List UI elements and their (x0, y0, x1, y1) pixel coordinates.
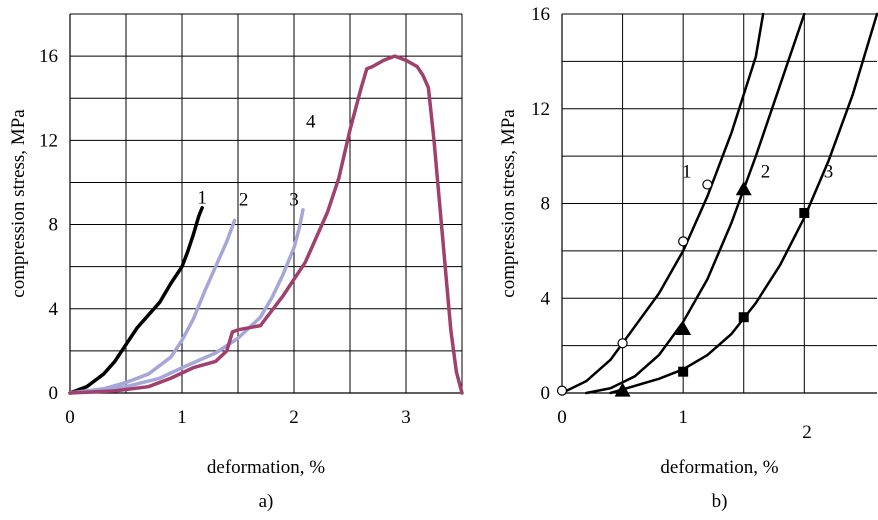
series-line-2 (584, 12, 806, 395)
series-label: 2 (239, 190, 249, 211)
series-line-2 (68, 218, 237, 395)
y-axis-label: compression stress, MPa (498, 109, 519, 298)
series-label: 1 (682, 161, 692, 182)
series-line-4 (68, 54, 464, 395)
series-line-3 (68, 208, 305, 395)
data-point (678, 366, 689, 377)
x-axis-label: deformation, % (207, 457, 325, 478)
data-point (675, 321, 692, 336)
series-line-1 (68, 205, 204, 395)
series-line-1 (560, 12, 765, 395)
data-point (556, 385, 568, 396)
series-label: 4 (306, 112, 316, 133)
panel-label: a) (259, 491, 274, 512)
panel-label: b) (712, 491, 728, 512)
x-tick-label: 3 (401, 407, 411, 428)
y-axis-label: compression stress, MPa (8, 109, 29, 298)
data-point (678, 236, 689, 247)
data-point (735, 181, 752, 196)
x-tick-label: 0 (65, 407, 75, 428)
data-point (738, 312, 749, 323)
y-tick-label: 8 (541, 194, 551, 215)
y-tick-label: 16 (531, 4, 550, 25)
x-tick-label: 2 (289, 407, 299, 428)
y-tick-label: 12 (531, 99, 550, 120)
x-tick-label: 1 (678, 407, 688, 428)
y-tick-label: 12 (39, 130, 58, 151)
data-point (799, 207, 810, 218)
y-tick-label: 16 (39, 46, 58, 67)
y-tick-label: 4 (49, 299, 59, 320)
y-tick-label: 8 (49, 215, 59, 236)
series-label: 3 (289, 190, 299, 211)
x-axis-label: deformation, % (660, 457, 778, 478)
y-tick-label: 0 (541, 383, 551, 404)
series-label: 2 (761, 161, 771, 182)
y-tick-label: 0 (49, 383, 59, 404)
x-tick-label: 2 (802, 422, 812, 443)
series-label: 3 (824, 161, 834, 182)
data-point (702, 179, 713, 190)
y-tick-label: 4 (541, 288, 551, 309)
data-point (617, 338, 628, 349)
x-tick-label: 0 (557, 407, 567, 428)
series-label: 1 (197, 188, 207, 209)
x-tick-label: 1 (177, 407, 187, 428)
